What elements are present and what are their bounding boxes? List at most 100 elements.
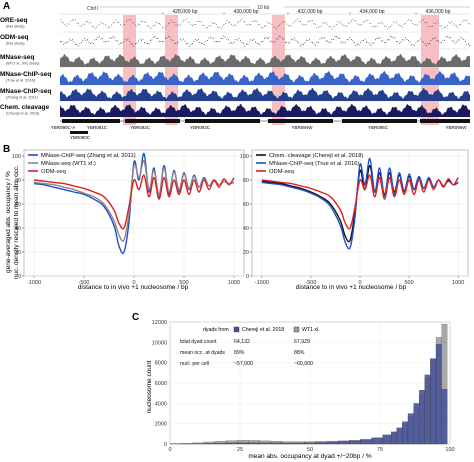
gene-block (342, 119, 417, 123)
y-tick-label: 0 (164, 442, 167, 448)
histogram-bar (281, 442, 294, 445)
panel-b-left-chart: -1000 -500 0 500 1000 0 20 40 60 80 100 MNase-ChIP-… (12, 149, 245, 286)
series-line-1 (261, 157, 459, 250)
panel-b-letter: B (3, 144, 10, 155)
table-row-value-2: 67,929 (294, 339, 310, 345)
histogram-bar (413, 403, 420, 445)
table-row-label: nucl. per cell (180, 361, 209, 367)
histogram-bar (259, 442, 271, 445)
x-tick-label: 0 (358, 280, 361, 286)
legend-swatch-chereji (233, 326, 240, 333)
histogram-bar (360, 439, 372, 445)
chromosome-label: ChrII (87, 6, 98, 12)
histogram-bar (371, 437, 383, 445)
table-row-label: total dyad count (180, 339, 217, 345)
histogram-bar (419, 390, 425, 445)
panel-b-right-chart: -1000 -500 0 500 1000 0 20 40 60 80 100 Chem. cleav… (240, 149, 469, 286)
y-tick-label: 100 (12, 154, 21, 160)
gene-label: YBR092C (130, 125, 151, 130)
y-tick-label: 80 (15, 178, 21, 184)
gene-block (125, 119, 180, 123)
y-tick-label: 20 (15, 250, 21, 256)
x-tick-label: 25 (237, 447, 243, 453)
x-tick-label: 1000 (452, 280, 464, 286)
coord-label: 436,000 bp (425, 9, 450, 15)
gene-label: YBR091C (87, 125, 108, 130)
track-source: (WT1 xl., this study) (6, 62, 40, 66)
track-signal (60, 88, 470, 101)
panel-c-table: dyads from Chereji et al. 2018 WT1 xl. t… (180, 326, 320, 367)
histogram-bar (349, 440, 361, 445)
histogram-bar (407, 413, 414, 445)
histogram-bar (304, 442, 316, 445)
series-line-2 (261, 174, 459, 230)
histogram-bar (326, 441, 339, 445)
histogram-bar (214, 442, 227, 445)
y-tick-label: 0 (18, 274, 21, 280)
coord-label: 434,000 bp (359, 9, 384, 15)
y-tick-label: 60 (15, 202, 21, 208)
x-tick-label: -1000 (27, 280, 41, 286)
gene-block (62, 119, 82, 123)
track-name: Chem. cleavage (0, 104, 50, 111)
y-tick-label: 4000 (155, 401, 167, 407)
y-tick-label: 80 (243, 178, 249, 184)
table-row-value-1: 89% (234, 350, 245, 356)
panel-c-ylabel: nucleosome count (146, 360, 153, 413)
track-source: (Zhang et al. 2011) (6, 96, 39, 100)
track-source: (Chereji et al. 2018) (6, 112, 40, 116)
x-tick-label: 500 (404, 280, 413, 286)
gene-label: YBR095C (368, 125, 389, 130)
panel-b-left-xlabel: distance to in vivo +1 nucleosome / bp (78, 284, 189, 291)
table-row-value-1: ~57,000 (234, 361, 253, 367)
gene-label: YBR094W (291, 125, 313, 130)
y-tick-label: 60 (243, 202, 249, 208)
x-tick-label: 500 (179, 280, 188, 286)
table-row-label: mean occ. at dyads (180, 350, 225, 356)
gene-block (82, 119, 120, 123)
gene-label: YBR090C (70, 135, 91, 140)
gene-block (70, 131, 88, 134)
coord-label: 430,000 bp (233, 9, 258, 15)
track-signal (60, 71, 470, 85)
gene-block (185, 119, 260, 123)
histogram-bar (203, 443, 215, 445)
histogram-bar (430, 358, 437, 445)
legend-label-1: MNase-seq (WT1 xl.) (41, 161, 96, 167)
x-tick-label: -500 (78, 280, 89, 286)
histogram-bar (382, 434, 392, 445)
y-tick-label: 12000 (152, 320, 167, 326)
gene-label: YBR093C (190, 125, 211, 130)
panel-c-xlabel: mean abs. occupancy at dyad +/−20bp / % (248, 453, 371, 460)
series-line-1 (33, 160, 235, 242)
series-line-2 (33, 174, 235, 230)
gene-label: YBR090C-A (51, 125, 76, 130)
y-tick-label: 10000 (152, 340, 167, 346)
legend-swatch-wt1 (293, 326, 300, 333)
legend-label-1: MNase-ChIP-seq (True et al. 2016) (269, 161, 359, 167)
track-signal (60, 104, 470, 117)
y-tick-label: 2000 (155, 422, 167, 428)
x-tick-label: -1000 (255, 280, 269, 286)
gene-label: YBR096W (445, 125, 467, 130)
track-name: MNase-ChIP-seq (0, 88, 51, 95)
y-tick-label: 100 (240, 154, 249, 160)
histogram-bar (225, 442, 238, 445)
x-tick-label: 100 (445, 447, 454, 453)
histogram-bar (402, 421, 409, 445)
table-row-value-2: ~60,000 (294, 361, 313, 367)
histogram-bar (237, 442, 249, 445)
x-tick-label: 1000 (228, 280, 240, 286)
histogram-bar (293, 442, 305, 445)
panel-b-right-xlabel: distance to in vivo +1 nucleosome / bp (296, 284, 407, 291)
table-col1-label: Chereji et al. 2018 (242, 327, 284, 333)
track-signal (60, 18, 471, 30)
track-source: (True et al. 2016) (6, 79, 36, 83)
y-tick-label: 20 (243, 250, 249, 256)
y-tick-label: 8000 (155, 361, 167, 367)
legend-label-0: Chem. cleavage (Chereji et al. 2018) (269, 153, 363, 159)
coord-label: 432,000 bp (297, 9, 322, 15)
legend-label-0: MNase-ChIP-seq (Zhang et al. 2011) (41, 153, 136, 159)
table-row-value-1: 64,132 (234, 339, 250, 345)
table-col2-label: WT1 xl. (302, 327, 320, 333)
